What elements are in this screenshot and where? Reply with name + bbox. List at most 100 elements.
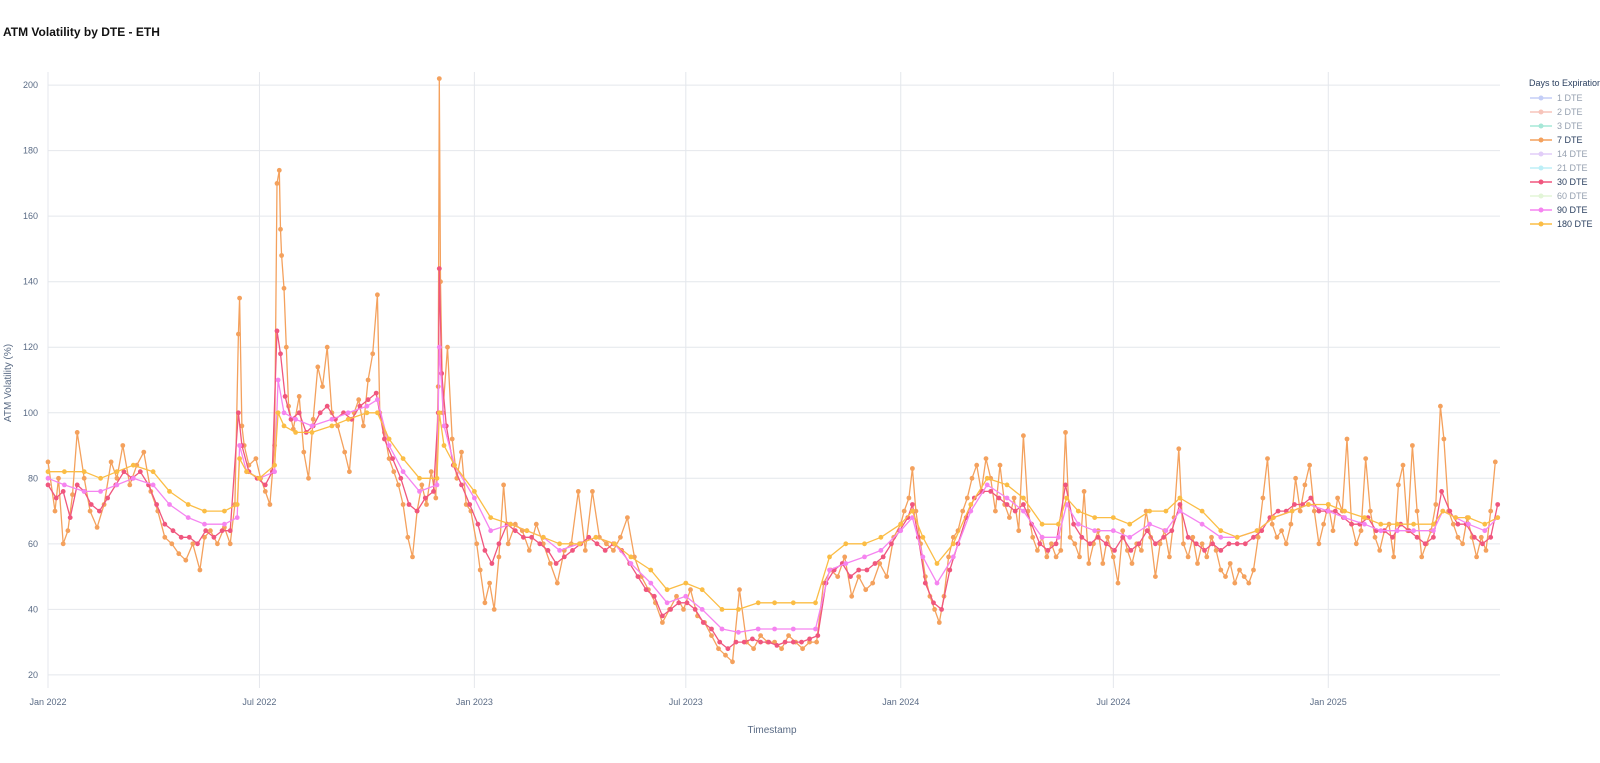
data-point bbox=[922, 580, 928, 586]
data-point bbox=[920, 554, 926, 560]
data-point bbox=[219, 528, 225, 534]
data-point bbox=[766, 639, 772, 645]
legend: Days to Expiration 1 DTE 2 DTE 3 DTE 7 DTE 1… bbox=[1529, 78, 1600, 231]
data-point bbox=[684, 600, 690, 606]
data-point bbox=[1482, 521, 1488, 527]
data-point bbox=[463, 502, 469, 507]
data-point bbox=[183, 557, 189, 563]
data-point bbox=[1177, 495, 1183, 501]
data-point bbox=[419, 482, 425, 488]
data-point bbox=[169, 541, 175, 547]
data-point bbox=[1128, 548, 1134, 553]
data-point bbox=[1227, 561, 1233, 566]
data-point bbox=[1265, 456, 1270, 461]
data-point bbox=[56, 475, 61, 481]
data-point bbox=[431, 489, 436, 494]
legend-item-180-dte[interactable]: 180 DTE bbox=[1529, 217, 1600, 231]
data-point bbox=[239, 423, 245, 429]
data-point bbox=[1478, 534, 1484, 540]
data-point bbox=[1115, 580, 1121, 586]
data-point bbox=[1011, 495, 1017, 501]
legend-item-7-dte[interactable]: 7 DTE bbox=[1529, 133, 1600, 147]
data-point bbox=[827, 554, 832, 560]
data-point bbox=[786, 633, 791, 638]
data-point bbox=[1016, 528, 1022, 534]
data-point bbox=[913, 508, 919, 514]
data-point bbox=[1177, 508, 1183, 514]
legend-swatch-icon bbox=[1530, 123, 1552, 129]
legend-swatch-icon bbox=[1530, 109, 1552, 115]
data-point bbox=[1120, 528, 1126, 534]
data-point bbox=[1110, 528, 1116, 534]
data-point bbox=[813, 600, 818, 606]
data-point bbox=[1251, 534, 1256, 540]
data-point bbox=[688, 587, 693, 593]
data-point bbox=[62, 482, 67, 488]
legend-item-30-dte[interactable]: 30 DTE bbox=[1529, 175, 1600, 189]
data-point bbox=[1067, 534, 1073, 540]
data-point bbox=[1419, 554, 1425, 560]
data-point bbox=[365, 397, 371, 403]
data-point bbox=[262, 482, 268, 488]
legend-item-3-dte[interactable]: 3 DTE bbox=[1529, 119, 1600, 133]
data-point bbox=[373, 390, 379, 396]
data-point bbox=[45, 469, 51, 475]
legend-item-2-dte[interactable]: 2 DTE bbox=[1529, 105, 1600, 119]
data-point bbox=[1482, 528, 1488, 534]
data-point bbox=[843, 561, 849, 566]
data-point bbox=[1431, 534, 1436, 540]
series-7-dte[interactable] bbox=[45, 76, 1498, 665]
data-point bbox=[1390, 534, 1395, 540]
data-point bbox=[1342, 508, 1347, 514]
data-point bbox=[400, 469, 406, 475]
data-point bbox=[717, 639, 723, 645]
data-point bbox=[329, 423, 335, 429]
data-point bbox=[906, 495, 912, 501]
data-point bbox=[114, 482, 120, 488]
series-180-dte[interactable] bbox=[45, 410, 1501, 612]
legend-item-60-dte[interactable]: 60 DTE bbox=[1529, 189, 1600, 203]
data-point bbox=[386, 456, 392, 461]
data-point bbox=[1372, 534, 1378, 540]
data-point bbox=[467, 502, 473, 507]
data-point bbox=[648, 567, 654, 573]
data-point bbox=[524, 528, 530, 534]
data-point bbox=[1353, 541, 1359, 547]
data-point bbox=[114, 475, 120, 481]
data-point bbox=[1242, 541, 1248, 547]
data-point bbox=[1004, 502, 1010, 507]
data-point bbox=[94, 525, 100, 530]
data-point bbox=[1316, 508, 1322, 514]
legend-item-21-dte[interactable]: 21 DTE bbox=[1529, 161, 1600, 175]
legend-item-90-dte[interactable]: 90 DTE bbox=[1529, 203, 1600, 217]
data-point bbox=[1004, 482, 1010, 488]
data-point bbox=[864, 567, 870, 573]
data-point bbox=[130, 475, 136, 481]
data-point bbox=[1466, 515, 1471, 520]
data-point bbox=[751, 646, 756, 652]
data-point bbox=[1063, 430, 1068, 435]
legend-item-14-dte[interactable]: 14 DTE bbox=[1529, 147, 1600, 161]
y-tick-label: 180 bbox=[23, 146, 38, 156]
data-point bbox=[878, 548, 884, 553]
series-30-dte[interactable] bbox=[45, 266, 1501, 652]
data-point bbox=[1400, 462, 1406, 468]
data-point bbox=[281, 423, 287, 429]
data-point bbox=[449, 436, 455, 442]
data-point bbox=[1029, 521, 1034, 527]
data-point bbox=[668, 607, 673, 612]
data-point bbox=[889, 541, 894, 547]
data-point bbox=[1274, 534, 1280, 540]
data-point bbox=[1259, 528, 1265, 534]
data-point bbox=[561, 554, 567, 560]
data-point bbox=[186, 534, 192, 540]
data-point bbox=[968, 508, 974, 514]
data-point bbox=[272, 469, 277, 475]
data-point bbox=[222, 521, 227, 527]
legend-item-1-dte[interactable]: 1 DTE bbox=[1529, 91, 1600, 105]
data-point bbox=[719, 626, 725, 632]
data-point bbox=[237, 295, 243, 301]
data-point bbox=[65, 528, 71, 534]
data-point bbox=[365, 377, 371, 383]
